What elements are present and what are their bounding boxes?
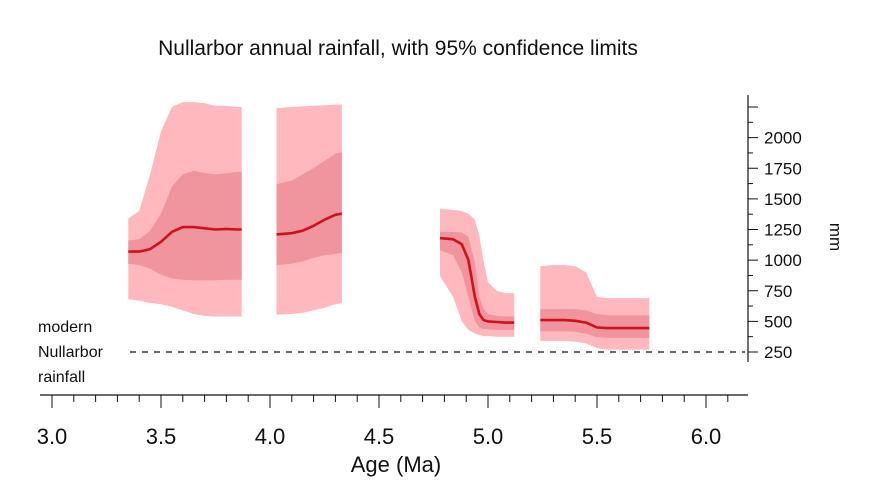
y-tick-label: 1000 <box>764 251 802 270</box>
reference-group: modern Nullarbor rainfall <box>38 319 745 386</box>
inner-band-2 <box>276 152 342 265</box>
x-tick-label: 4.0 <box>255 424 286 449</box>
x-tick-label: 4.5 <box>364 424 395 449</box>
y-tick-label: 250 <box>764 343 792 362</box>
inner-band-3 <box>440 231 515 330</box>
chart-title: Nullarbor annual rainfall, with 95% conf… <box>158 37 638 60</box>
median-line-2 <box>276 212 343 236</box>
y-tick-label: 500 <box>764 312 792 331</box>
modern-rainfall-label-1: modern <box>38 319 92 336</box>
modern-rainfall-label-2: Nullarbor <box>38 344 104 361</box>
x-tick-label: 3.0 <box>37 424 68 449</box>
median-line-3 <box>439 236 515 324</box>
median-lines <box>128 212 650 330</box>
x-tick-label: 5.5 <box>582 424 613 449</box>
x-tick-label: 6.0 <box>691 424 722 449</box>
x-tick-label: 3.5 <box>146 424 177 449</box>
y-tick-label: 750 <box>764 282 792 301</box>
y-tick-label: 1250 <box>764 221 802 240</box>
x-tick-label: 5.0 <box>473 424 504 449</box>
confidence-bands <box>128 102 650 350</box>
y-tick-label: 2000 <box>764 129 802 148</box>
inner-band-4 <box>540 309 650 338</box>
y-tick-label: 1500 <box>764 190 802 209</box>
y-axis: 250 500 750 1000 1250 1500 1750 2000 <box>747 95 802 362</box>
y-axis-label: mm <box>826 223 845 251</box>
inner-band-1 <box>128 170 242 281</box>
y-tick-label: 1750 <box>764 159 802 178</box>
modern-rainfall-label-3: rainfall <box>38 369 85 386</box>
x-axis-label: Age (Ma) <box>351 452 441 477</box>
median-line-1 <box>128 225 242 253</box>
x-axis: 3.0 3.5 4.0 4.5 5.0 5.5 6.0 <box>37 394 748 449</box>
median-line-4 <box>540 318 650 330</box>
